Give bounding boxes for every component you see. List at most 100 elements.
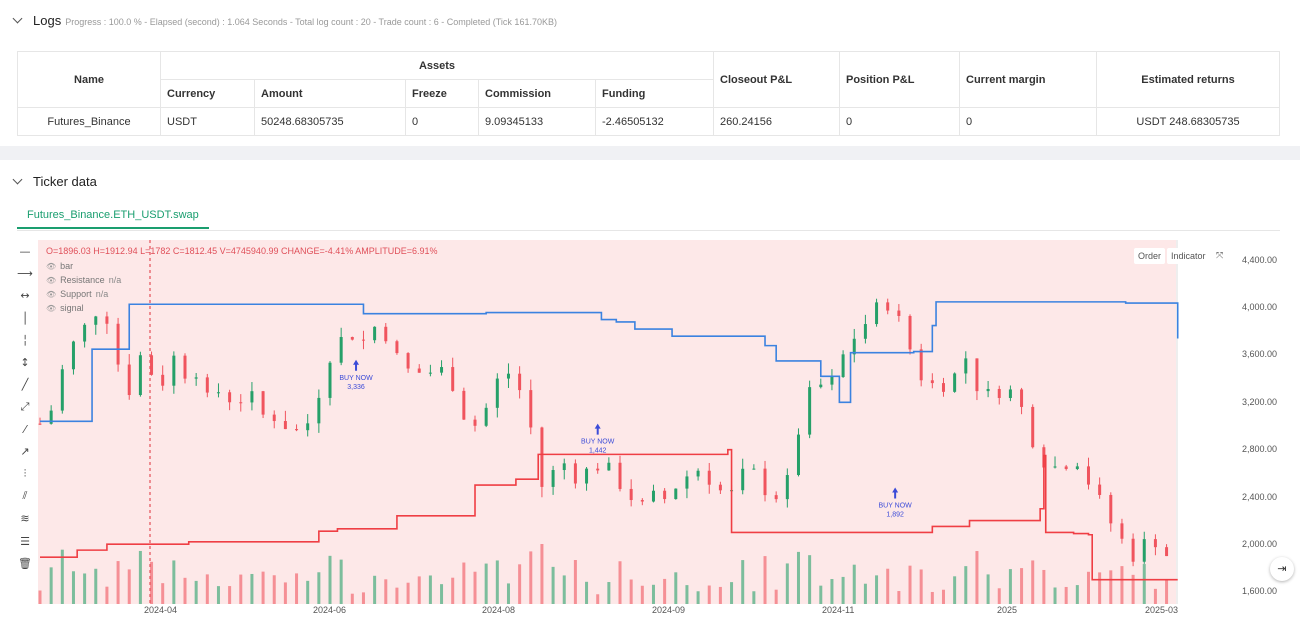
tab-eth-usdt-swap[interactable]: Futures_Binance.ETH_USDT.swap: [17, 201, 209, 229]
signal-value: 1,442: [589, 448, 607, 455]
volume-bar: [830, 579, 834, 604]
legend-bar[interactable]: 👁 bar: [46, 261, 73, 271]
assets-header: Assets: [160, 51, 714, 80]
volume-bar: [272, 575, 276, 604]
chevron-down-icon[interactable]: [12, 174, 23, 185]
eye-icon[interactable]: 👁: [46, 275, 57, 285]
order-button[interactable]: Order: [1134, 248, 1166, 264]
legend-support[interactable]: 👁 Support n/a: [46, 289, 108, 299]
scroll-right-icon[interactable]: ⇥: [1270, 557, 1294, 581]
volume-bar: [38, 590, 42, 604]
volume-bar: [696, 591, 700, 604]
volume-bar: [361, 592, 365, 604]
volume-bar: [428, 575, 432, 604]
volume-bar: [172, 560, 176, 604]
vertical-segment-icon[interactable]: ↕: [20, 356, 30, 370]
candle-body: [774, 495, 778, 500]
candle-body: [261, 391, 265, 415]
candle-body: [796, 434, 800, 476]
ray-line-icon[interactable]: ⤢: [20, 400, 30, 414]
candle-body: [183, 355, 187, 379]
segment-line-icon[interactable]: ⁄: [24, 423, 26, 437]
ticker-header[interactable]: Ticker data: [12, 174, 97, 189]
candle-body: [886, 302, 890, 311]
candle-body: [852, 338, 856, 355]
volume-bar: [317, 572, 321, 604]
fib-levels-icon[interactable]: ☰: [20, 534, 30, 548]
horizontal-line-icon[interactable]: —: [19, 244, 31, 258]
legend-signal[interactable]: 👁 signal: [46, 303, 84, 313]
volume-bar: [417, 576, 421, 604]
candle-body: [395, 341, 399, 354]
expand-icon[interactable]: ⤧: [1212, 248, 1228, 264]
parallel-channel-icon[interactable]: ⫽: [22, 489, 28, 503]
trash-icon[interactable]: 🗑: [18, 556, 32, 570]
volume-bar: [640, 585, 644, 604]
candle-body: [707, 470, 711, 485]
volume-bar: [384, 579, 388, 604]
volume-bar: [1142, 564, 1146, 604]
volume-bar: [518, 564, 522, 604]
candle-body: [529, 390, 533, 428]
volume-bar: [1120, 566, 1124, 604]
fibonacci-icon[interactable]: ≋: [20, 512, 30, 526]
candle-body: [417, 368, 421, 373]
vertical-ray-icon[interactable]: ╎: [21, 333, 29, 347]
candle-body: [473, 419, 477, 426]
horizontal-ray-icon[interactable]: ⟶: [17, 266, 33, 280]
candlestick-chart[interactable]: BUY NOW 3,336 BUY NOW 1,442 BUY NOW 1,892: [38, 240, 1238, 604]
candle-body: [205, 377, 209, 393]
volume-bar: [1165, 579, 1169, 604]
chevron-down-icon[interactable]: [12, 13, 23, 24]
candle-body: [1008, 389, 1012, 398]
eye-icon[interactable]: 👁: [46, 261, 57, 271]
candle-body: [930, 380, 934, 384]
row-estimated-returns: USDT 248.68305735: [1096, 107, 1280, 136]
volume-bar: [540, 544, 544, 604]
candle-body: [295, 429, 299, 431]
candle-body: [663, 490, 667, 500]
volume-bar: [707, 585, 711, 604]
volume-bar: [685, 585, 689, 604]
y-tick-label: 3,600.00: [1242, 349, 1278, 359]
candle-body: [116, 323, 120, 365]
volume-bar: [1053, 587, 1057, 604]
volume-bar: [150, 561, 154, 604]
candle-body: [216, 392, 220, 394]
row-amount: 50248.68305735: [254, 107, 406, 136]
candle-body: [373, 326, 377, 341]
eye-icon[interactable]: 👁: [46, 303, 57, 313]
volume-bar: [1098, 572, 1102, 604]
vertical-line-icon[interactable]: │: [21, 311, 29, 325]
volume-bar: [997, 588, 1001, 604]
arrow-line-icon[interactable]: ↗: [20, 445, 30, 459]
horizontal-segment-icon[interactable]: ↔: [20, 289, 30, 303]
volume-bar: [138, 550, 142, 604]
candle-body: [674, 488, 678, 500]
candle-body: [384, 326, 388, 342]
logs-header[interactable]: Logs Progress : 100.0 % - Elapsed (secon…: [12, 13, 557, 28]
y-tick-label: 3,200.00: [1242, 397, 1278, 407]
candle-body: [350, 337, 354, 340]
candle-body: [228, 392, 232, 403]
volume-bar: [60, 549, 64, 604]
candle-body: [71, 341, 75, 370]
assets-table: Name Assets Closeout P&L Position P&L Cu…: [17, 51, 1280, 136]
volume-bar: [1042, 569, 1046, 604]
candle-body: [1153, 539, 1157, 548]
trend-line-icon[interactable]: ╱: [21, 378, 29, 392]
candle-body: [752, 468, 756, 470]
eye-icon[interactable]: 👁: [46, 289, 57, 299]
volume-bar: [205, 574, 209, 604]
drawing-toolbar: — ⟶ ↔ │ ╎ ↕ ╱ ⤢ ⁄ ↗ ⫶ ⫽ ≋ ☰ 🗑: [14, 240, 40, 574]
candle-body: [1165, 547, 1169, 557]
legend-resistance[interactable]: 👁 Resistance n/a: [46, 275, 121, 285]
row-closeout-pnl: 260.24156: [713, 107, 840, 136]
volume-bar: [618, 561, 622, 604]
volume-bar: [986, 574, 990, 604]
candle-body: [1020, 389, 1024, 407]
indicator-button[interactable]: Indicator: [1167, 248, 1210, 264]
price-line-icon[interactable]: ⫶: [23, 467, 27, 481]
candle-body: [283, 421, 287, 430]
candle-body: [440, 367, 444, 373]
